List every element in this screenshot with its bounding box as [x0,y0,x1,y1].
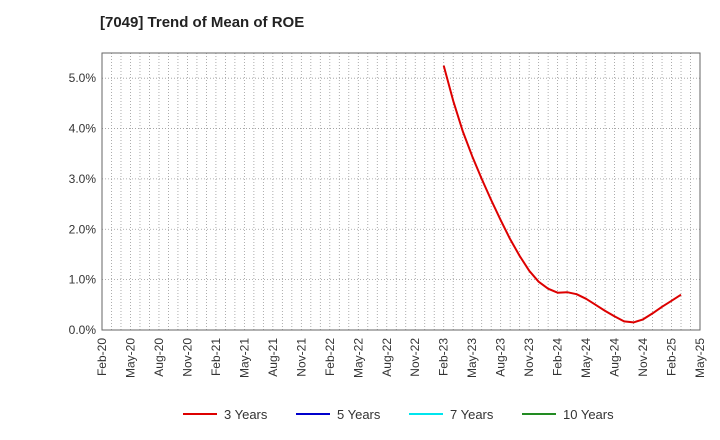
x-tick-label: Nov-22 [408,338,422,377]
x-tick-label: Aug-23 [494,338,508,377]
x-tick-label: Feb-22 [323,338,337,376]
y-tick-label: 5.0% [69,71,97,85]
x-tick-label: Aug-22 [380,338,394,377]
plot-frame [101,52,701,331]
x-tick-label: Feb-21 [209,338,223,376]
legend-label: 7 Years [450,407,494,422]
x-tick-label: May-21 [237,338,251,378]
x-tick-label: Aug-20 [152,338,166,377]
y-tick-label: 4.0% [69,122,97,136]
x-tick-label: Nov-23 [522,338,536,377]
y-tick-label: 0.0% [69,323,97,337]
series-line [442,65,682,324]
x-tick-label: Nov-24 [636,338,650,377]
x-tick-label: Feb-24 [551,338,565,376]
x-tick-label: May-24 [579,338,593,378]
x-tick-label: Nov-20 [180,338,194,377]
x-tick-label: May-20 [123,338,137,378]
x-tick-label: Feb-20 [95,338,109,376]
legend-label: 3 Years [224,407,268,422]
x-tick-label: Aug-21 [266,338,280,377]
x-tick-label: Aug-24 [608,338,622,377]
y-tick-label: 3.0% [69,172,97,186]
x-tick-label: May-22 [351,338,365,378]
y-tick-label: 2.0% [69,222,97,236]
x-tick-label: May-23 [465,338,479,378]
legend-label: 5 Years [337,407,381,422]
plot-area [102,53,700,330]
x-tick-label: Nov-21 [294,338,308,377]
chart-title: [7049] Trend of Mean of ROE [100,14,305,31]
x-tick-label: Feb-25 [665,338,679,376]
x-tick-label: May-25 [693,338,707,378]
x-tick-label: Feb-23 [437,338,451,376]
legend-label: 10 Years [563,407,614,422]
y-tick-label: 1.0% [69,273,97,287]
